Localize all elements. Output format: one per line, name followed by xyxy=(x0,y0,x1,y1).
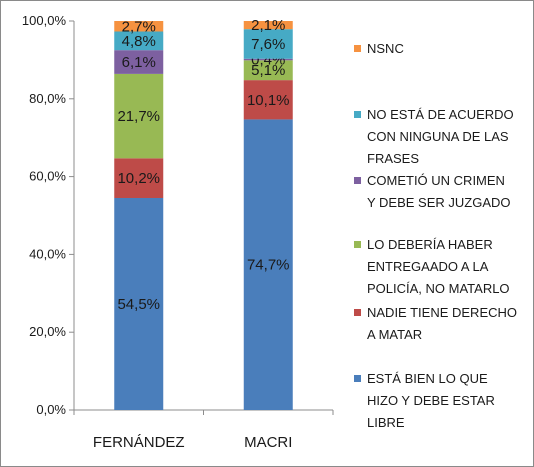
data-label: 21,7% xyxy=(117,108,160,125)
legend-label: NO ESTÁ DE ACUERDO xyxy=(367,107,514,122)
data-label: 2,7% xyxy=(122,18,156,35)
legend-label: POLICÍA, NO MATARLO xyxy=(367,281,510,296)
x-category-label: FERNÁNDEZ xyxy=(93,434,185,451)
bar-segment xyxy=(243,119,293,411)
legend-label: NADIE TIENE DERECHO xyxy=(367,305,517,320)
data-label: 4,8% xyxy=(122,33,156,50)
bar-segment xyxy=(114,21,164,32)
bar-segment xyxy=(114,197,164,410)
legend-swatch xyxy=(354,241,361,248)
legend-label: A MATAR xyxy=(367,327,422,342)
y-tick-label: 80,0% xyxy=(29,91,66,106)
legend-label: CON NINGUNA DE LAS xyxy=(367,129,509,144)
legend-label: HIZO Y DEBE ESTAR xyxy=(367,393,495,408)
bar-segment xyxy=(243,58,293,61)
bar-segment xyxy=(243,60,293,81)
legend-swatch xyxy=(354,375,361,382)
legend-label: FRASES xyxy=(367,151,419,166)
bar-segment xyxy=(243,29,293,59)
legend-swatch xyxy=(354,111,361,118)
bar-segment xyxy=(243,80,293,120)
bar-segment xyxy=(114,158,164,198)
legend-swatch xyxy=(354,45,361,52)
data-label: 5,1% xyxy=(251,62,285,79)
legend-label: ESTÁ BIEN LO QUE xyxy=(367,371,488,386)
data-label: 54,5% xyxy=(117,296,160,313)
legend-label: LIBRE xyxy=(367,415,405,430)
bar-segment xyxy=(114,50,164,74)
legend-swatch xyxy=(354,177,361,184)
data-label: 6,1% xyxy=(122,54,156,71)
legend-label: ENTREGAADO A LA xyxy=(367,259,489,274)
bar-segment xyxy=(243,21,293,30)
y-tick-label: 20,0% xyxy=(29,324,66,339)
bar-segment xyxy=(114,31,164,51)
y-tick-label: 40,0% xyxy=(29,246,66,261)
x-category-label: MACRI xyxy=(244,434,292,451)
legend-label: NSNC xyxy=(367,41,404,56)
data-label: 10,2% xyxy=(117,170,160,187)
legend-label: COMETIÓ UN CRIMEN xyxy=(367,173,505,188)
legend-label: LO DEBERÍA HABER xyxy=(367,237,493,252)
bar-segment xyxy=(114,73,164,159)
data-label: 2,1% xyxy=(251,17,285,34)
y-tick-label: 60,0% xyxy=(29,169,66,184)
y-tick-label: 0,0% xyxy=(36,402,66,417)
y-tick-label: 100,0% xyxy=(22,13,67,28)
legend-label: Y DEBE SER JUZGADO xyxy=(367,195,511,210)
data-label: 10,1% xyxy=(247,92,290,109)
legend-swatch xyxy=(354,309,361,316)
data-label: 74,7% xyxy=(247,257,290,274)
data-label: 7,6% xyxy=(251,36,285,53)
